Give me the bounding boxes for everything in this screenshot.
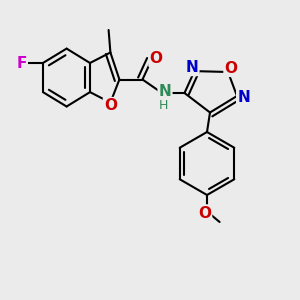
Text: O: O [224,61,238,76]
Text: O: O [198,206,211,220]
Text: N: N [237,90,250,105]
Text: N: N [186,60,198,75]
Text: N: N [159,84,171,99]
Text: F: F [16,56,27,70]
Text: H: H [159,98,168,112]
Text: O: O [104,98,117,113]
Text: O: O [149,51,163,66]
